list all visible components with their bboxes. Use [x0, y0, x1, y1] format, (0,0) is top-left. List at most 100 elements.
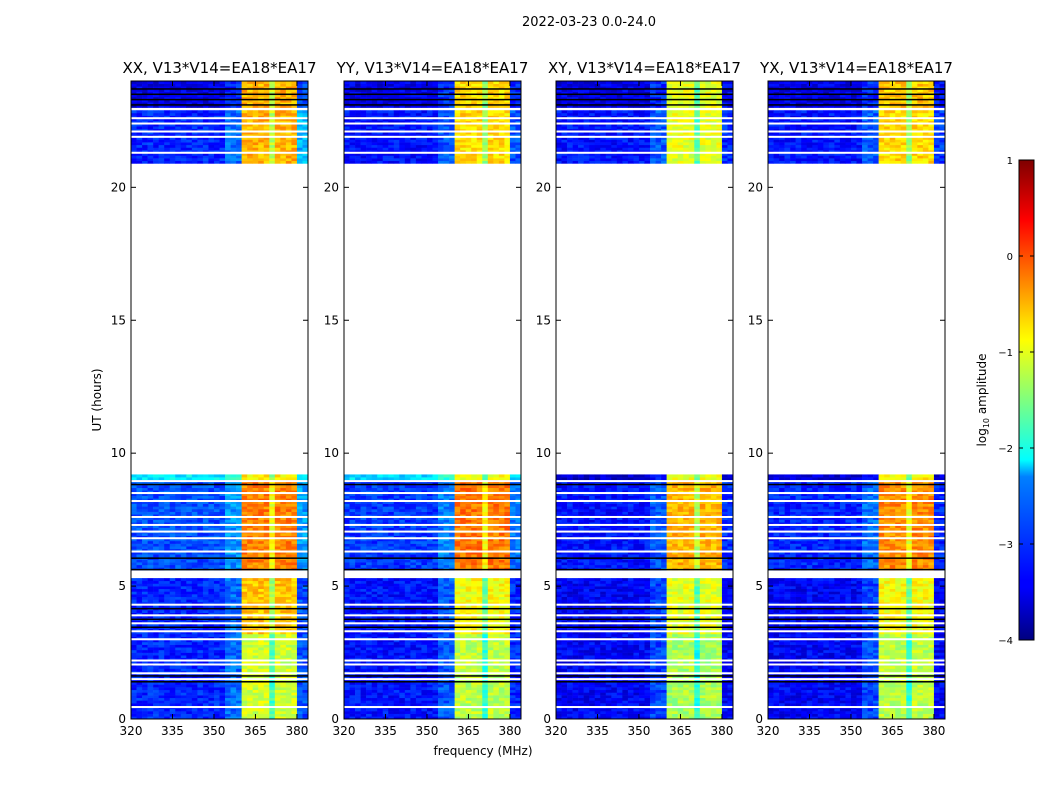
heatmap-cell — [147, 551, 154, 555]
heatmap-cell — [291, 639, 298, 643]
heatmap-cell — [404, 644, 411, 648]
heatmap-cell — [241, 559, 248, 563]
heatmap-cell — [263, 623, 270, 627]
heatmap-cell — [241, 665, 248, 669]
heatmap-cell — [213, 564, 220, 568]
heatmap-cell — [247, 115, 253, 119]
heatmap-cell — [175, 580, 182, 584]
heatmap-cell — [208, 150, 215, 154]
heatmap-cell — [164, 610, 171, 613]
heatmap-cell — [236, 514, 242, 518]
heatmap-cell — [487, 697, 494, 701]
heatmap-cell — [269, 139, 276, 143]
heatmap-cell — [482, 695, 489, 699]
heatmap-cell — [366, 679, 372, 683]
heatmap-cell — [197, 498, 204, 502]
heatmap-cell — [269, 594, 276, 598]
heatmap-cell — [258, 514, 265, 518]
heatmap-cell — [269, 474, 276, 478]
heatmap-cell — [236, 81, 242, 84]
heatmap-cell — [471, 697, 478, 701]
heatmap-cell — [269, 126, 276, 130]
heatmap-cell — [274, 490, 281, 494]
heatmap-cell — [131, 147, 137, 151]
heatmap-cell — [241, 128, 248, 132]
heatmap-cell — [302, 602, 309, 605]
heatmap-cell — [164, 490, 171, 494]
heatmap-cell — [493, 636, 500, 640]
heatmap-cell — [291, 501, 298, 504]
heatmap-cell — [142, 551, 148, 555]
heatmap-cell — [498, 636, 505, 640]
heatmap-cell — [258, 540, 265, 544]
heatmap-cell — [421, 676, 428, 680]
heatmap-cell — [404, 703, 411, 707]
heatmap-cell — [164, 511, 171, 515]
heatmap-cell — [285, 647, 292, 651]
heatmap-cell — [175, 102, 182, 106]
heatmap-cell — [208, 104, 215, 108]
heatmap-cell — [274, 559, 281, 563]
heatmap-cell — [131, 554, 137, 558]
heatmap-cell — [252, 94, 259, 98]
heatmap-cell — [230, 644, 237, 648]
heatmap-cell — [269, 136, 276, 140]
heatmap-cell — [252, 639, 259, 643]
heatmap-cell — [415, 700, 422, 704]
heatmap-cell — [131, 695, 137, 699]
heatmap-cell — [164, 102, 171, 106]
heatmap-cell — [269, 713, 276, 717]
heatmap-cell — [158, 692, 165, 696]
heatmap-cell — [186, 123, 193, 127]
heatmap-cell — [169, 91, 176, 95]
heatmap-cell — [175, 110, 182, 114]
heatmap-cell — [136, 139, 143, 143]
heatmap-cell — [280, 554, 287, 558]
heatmap-cell — [236, 131, 242, 135]
heatmap-cell — [285, 110, 292, 114]
heatmap-cell — [131, 578, 137, 582]
heatmap-cell — [274, 681, 281, 685]
heatmap-cell — [142, 152, 148, 156]
heatmap-cell — [443, 649, 450, 653]
heatmap-cell — [280, 591, 287, 595]
heatmap-cell — [186, 490, 193, 494]
heatmap-cell — [296, 134, 303, 138]
heatmap-cell — [197, 713, 204, 717]
heatmap-cell — [136, 94, 143, 98]
heatmap-cell — [509, 657, 516, 661]
heatmap-cell — [191, 123, 198, 127]
heatmap-cell — [410, 655, 417, 659]
heatmap-cell — [186, 633, 193, 637]
heatmap-cell — [197, 641, 204, 645]
heatmap-cell — [241, 695, 248, 699]
heatmap-cell — [404, 687, 411, 691]
heatmap-cell — [460, 689, 466, 693]
heatmap-cell — [169, 636, 176, 640]
heatmap-cell — [180, 538, 187, 542]
heatmap-cell — [208, 538, 215, 542]
heatmap-cell — [269, 527, 276, 531]
heatmap-cell — [169, 139, 176, 143]
heatmap-cell — [515, 668, 522, 672]
heatmap-cell — [175, 538, 182, 542]
heatmap-cell — [230, 689, 237, 693]
heatmap-cell — [460, 644, 466, 648]
heatmap-cell — [263, 540, 270, 544]
heatmap-cell — [153, 538, 159, 542]
heatmap-cell — [169, 604, 176, 608]
heatmap-cell — [208, 543, 215, 547]
heatmap-cell — [186, 487, 193, 491]
heatmap-cell — [191, 668, 198, 672]
heatmap-cell — [136, 514, 143, 518]
heatmap-cell — [285, 503, 292, 507]
heatmap-cell — [443, 633, 450, 637]
heatmap-cell — [230, 562, 237, 566]
heatmap-cell — [191, 142, 198, 146]
heatmap-cell — [175, 152, 182, 156]
heatmap-cell — [476, 655, 483, 659]
heatmap-cell — [241, 655, 248, 659]
heatmap-cell — [269, 615, 276, 619]
heatmap-cell — [191, 586, 198, 590]
heatmap-cell — [230, 596, 237, 600]
